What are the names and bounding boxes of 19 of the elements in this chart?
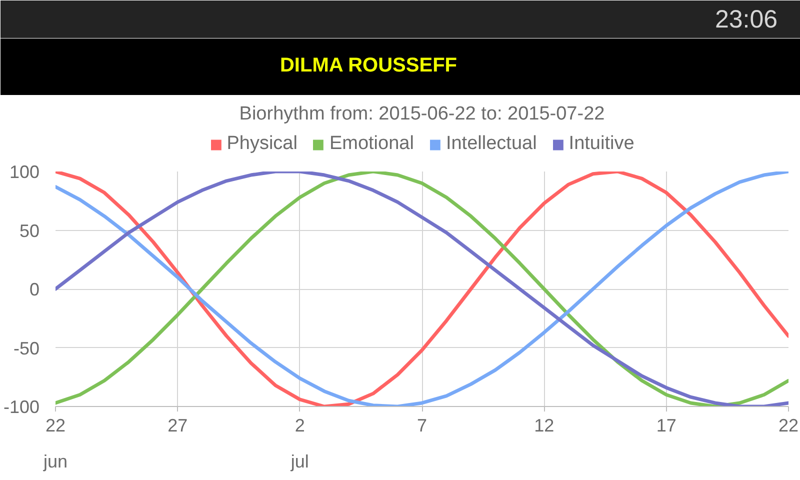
x-tick-label: 7	[416, 416, 428, 436]
legend-label: Emotional	[329, 133, 414, 155]
y-tick-label: -50	[13, 338, 40, 358]
y-tick-label: 50	[19, 220, 40, 241]
y-tick-label: -100	[3, 397, 40, 417]
x-tick-label: 27	[168, 416, 188, 436]
x-tick-label: 2 jul	[290, 416, 309, 472]
chart-subtitle: DILMA ROUSSEFF	[280, 54, 458, 76]
x-tick-label: 22	[778, 416, 799, 436]
y-tick-label: 0	[29, 280, 40, 300]
x-tick-label: 17	[656, 416, 676, 436]
text: 23:06	[714, 6, 778, 34]
x-tick-label: 12	[534, 416, 554, 436]
y-tick-label: 100	[9, 162, 40, 182]
chart-title: Biorhythm from: 2015-06-22 to: 2015-07-22	[239, 104, 605, 124]
legend-label: Physical	[226, 133, 298, 155]
legend-label: Intuitive	[568, 133, 634, 155]
legend-label: Intellectual	[446, 133, 537, 155]
x-tick-label: 22 jun	[42, 416, 68, 472]
